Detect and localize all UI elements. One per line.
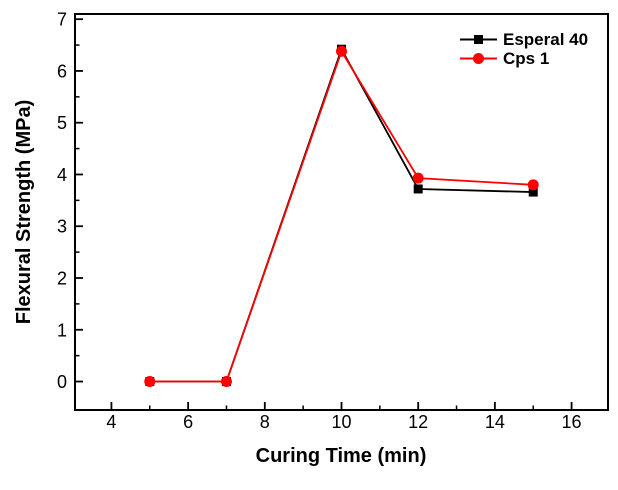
data-point-marker-cps-1: [336, 45, 347, 57]
data-point-marker-esperal-40: [413, 184, 423, 194]
y-tick-label: 5: [57, 113, 67, 133]
x-axis-title: Curing Time (min): [256, 445, 427, 467]
legend-label-esperal-40: Esperal 40: [503, 30, 588, 49]
x-tick-label: 10: [331, 412, 351, 432]
x-tick-label: 4: [106, 412, 116, 432]
legend-label-cps-1: Cps 1: [503, 49, 549, 68]
data-point-marker-cps-1: [412, 172, 424, 184]
x-tick-label: 8: [260, 412, 270, 432]
legend-marker-samples: [460, 35, 497, 64]
y-tick-label: 1: [57, 320, 67, 340]
y-tick-label: 2: [57, 269, 67, 289]
data-point-marker-cps-1: [144, 376, 156, 388]
x-tick-label: 12: [408, 412, 428, 432]
y-tick-label: 3: [57, 217, 67, 237]
y-tick-label: 0: [57, 372, 67, 392]
y-tick-label: 6: [57, 61, 67, 81]
data-point-marker-esperal-40: [528, 187, 538, 197]
x-tick-label: 16: [562, 412, 582, 432]
data-point-marker-cps-1: [527, 179, 539, 191]
legend-sample-marker: [473, 53, 484, 64]
x-tick-label: 14: [485, 412, 505, 432]
y-tick-label: 4: [57, 165, 67, 185]
legend-sample-marker: [474, 35, 483, 44]
series-line-esperal-40: [149, 46, 534, 383]
series-line-cps-1: [149, 49, 534, 383]
y-tick-label: 7: [57, 10, 67, 30]
plot-frame: [74, 13, 609, 411]
y-axis-title: Flexural Strength (MPa): [13, 100, 35, 324]
data-point-marker-cps-1: [220, 376, 232, 388]
x-tick-label: 6: [183, 412, 193, 432]
legend: Esperal 40 Cps 1: [460, 30, 588, 68]
